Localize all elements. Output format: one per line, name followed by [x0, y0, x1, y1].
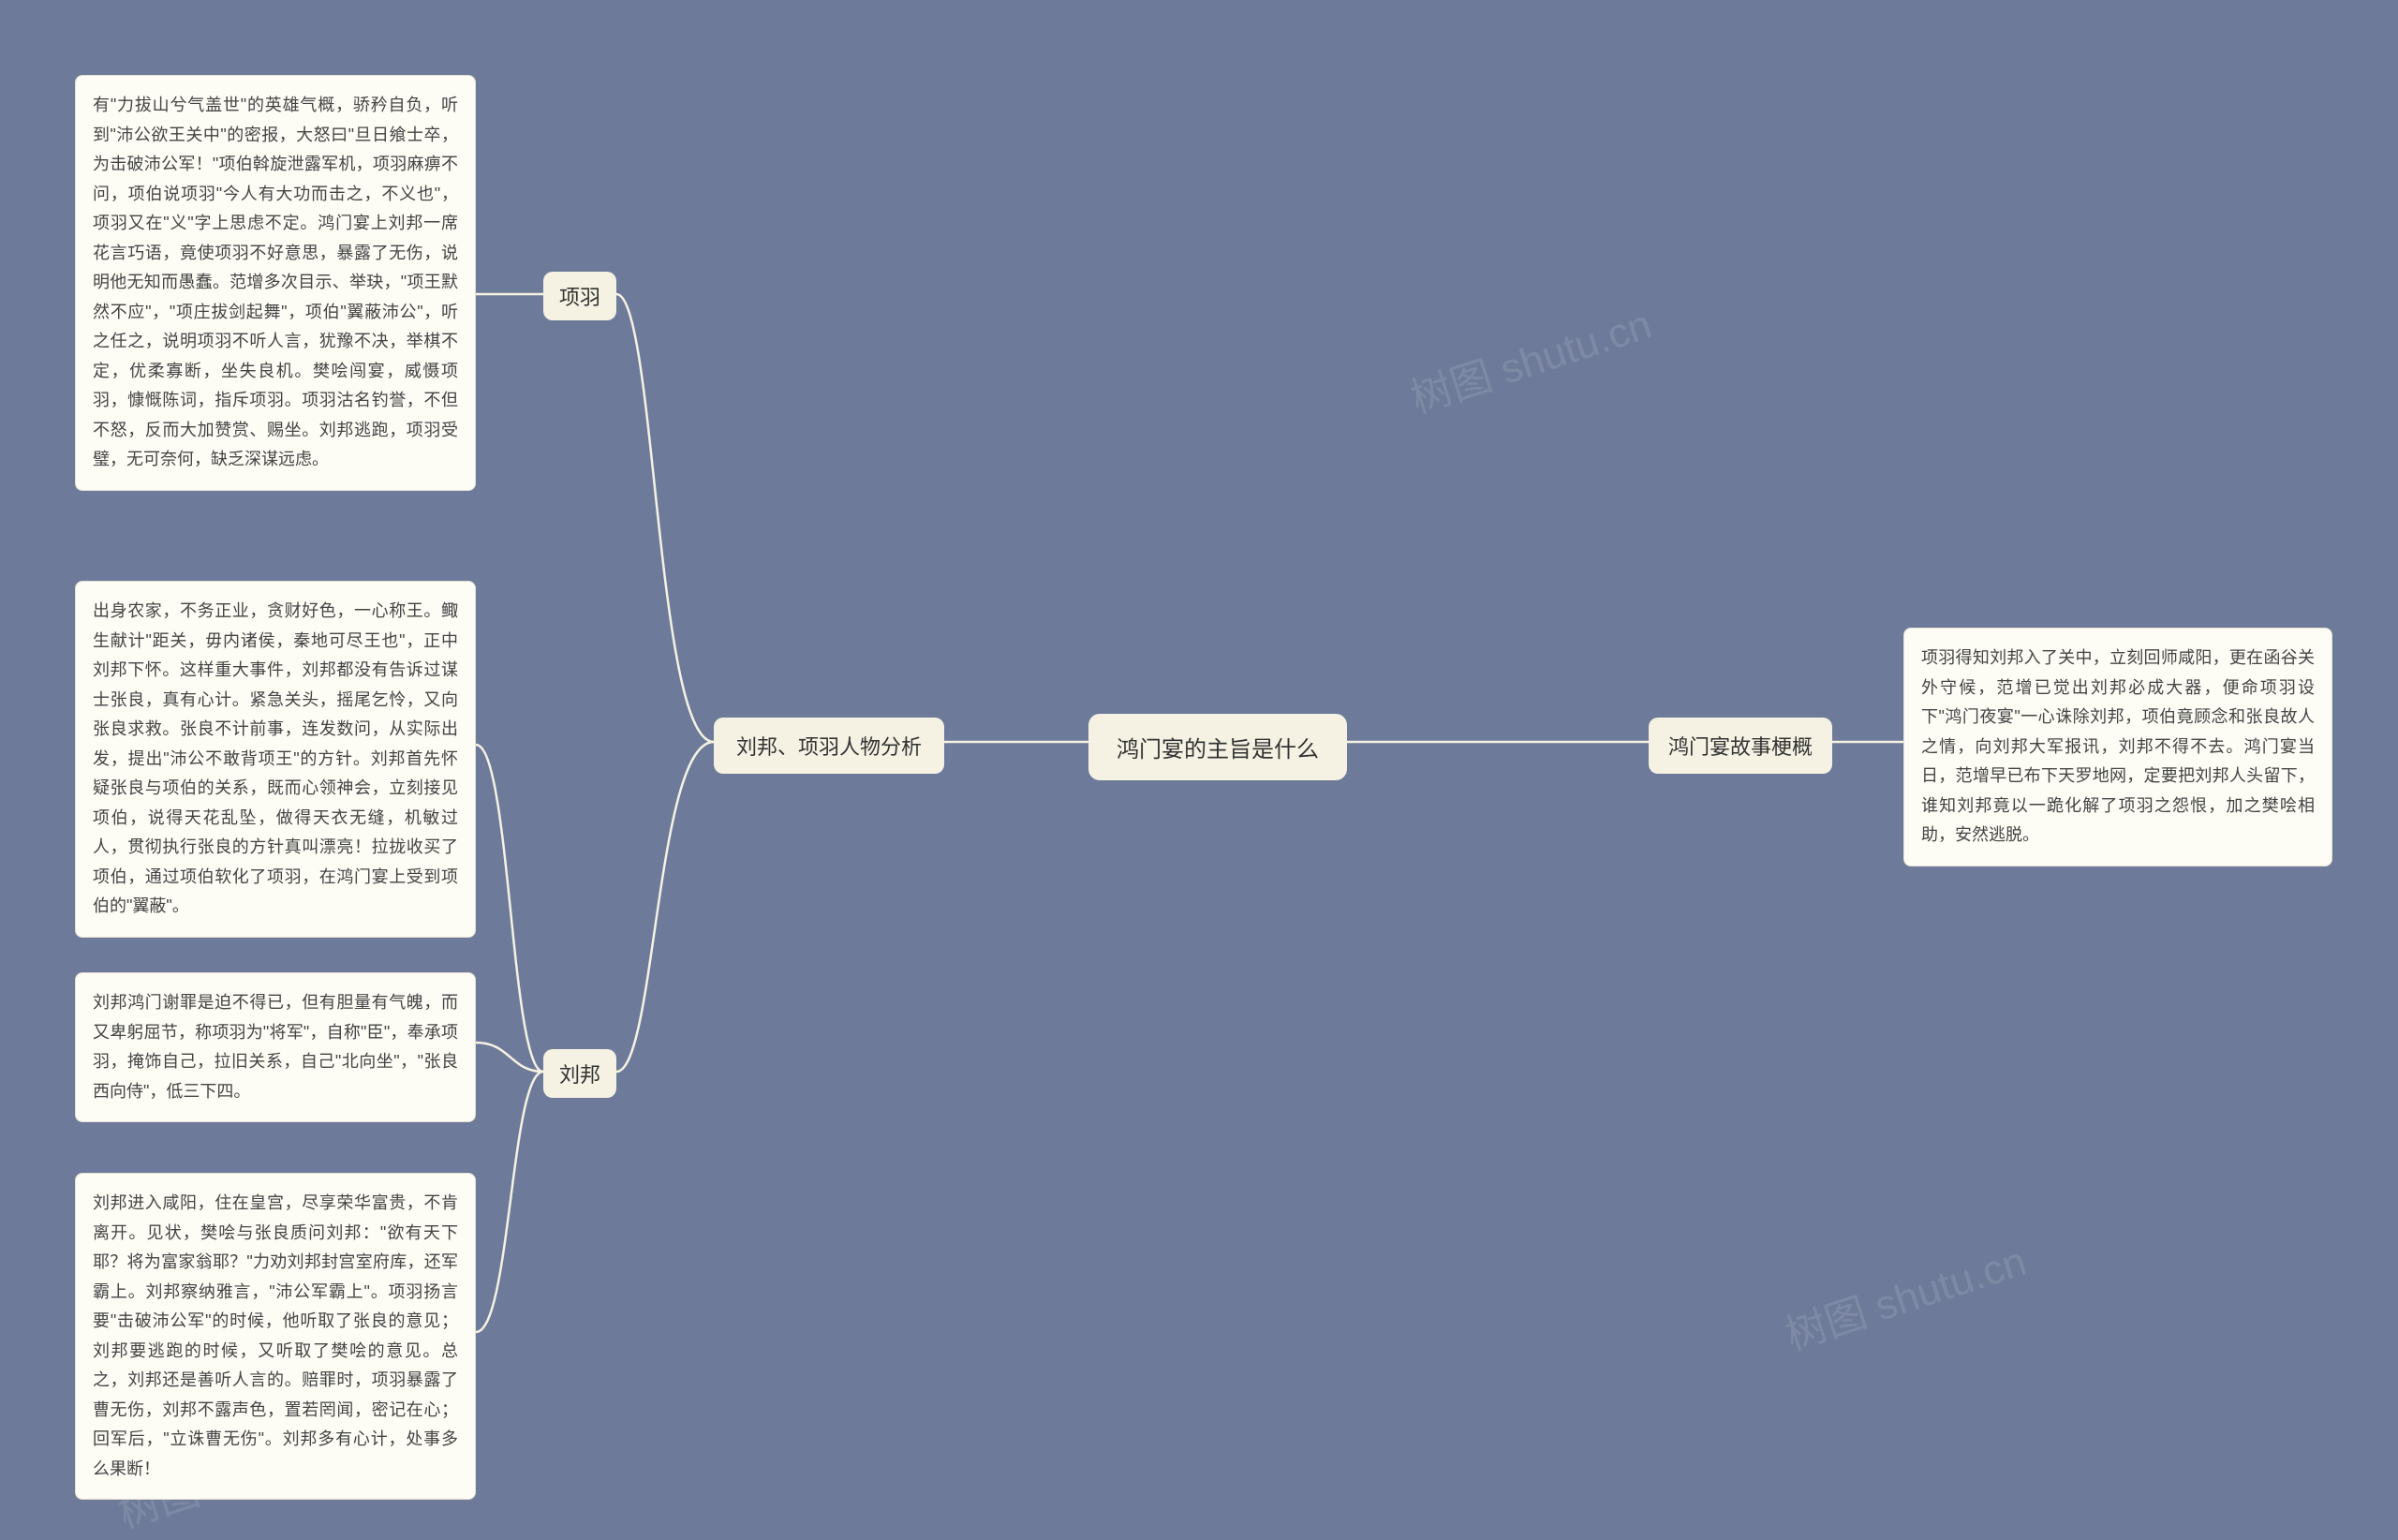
right-child-node[interactable]: 鸿门宴故事梗概 — [1649, 718, 1832, 774]
watermark: 树图 shutu.cn — [1402, 290, 1658, 424]
right-leaf[interactable]: 项羽得知刘邦入了关中，立刻回师咸阳，更在函谷关外守候，范增已觉出刘邦必成大器，便… — [1903, 628, 2332, 866]
liubang-leaf-1[interactable]: 出身农家，不务正业，贪财好色，一心称王。鲰生献计"距关，毋内诸侯，秦地可尽王也"… — [75, 581, 476, 938]
liubang-leaf-3[interactable]: 刘邦进入咸阳，住在皇宫，尽享荣华富贵，不肯离开。见状，樊哙与张良质问刘邦："欲有… — [75, 1173, 476, 1500]
watermark: 树图 shutu.cn — [1777, 1227, 2033, 1361]
left-child-node[interactable]: 刘邦、项羽人物分析 — [714, 718, 944, 774]
center-node[interactable]: 鸿门宴的主旨是什么 — [1088, 714, 1347, 780]
xiangyu-node[interactable]: 项羽 — [543, 272, 616, 320]
liubang-leaf-2[interactable]: 刘邦鸿门谢罪是迫不得已，但有胆量有气魄，而又卑躬屈节，称项羽为"将军"，自称"臣… — [75, 972, 476, 1122]
xiangyu-leaf[interactable]: 有"力拔山兮气盖世"的英雄气概，骄矜自负，听到"沛公欲王关中"的密报，大怒曰"旦… — [75, 75, 476, 491]
liubang-node[interactable]: 刘邦 — [543, 1049, 616, 1098]
